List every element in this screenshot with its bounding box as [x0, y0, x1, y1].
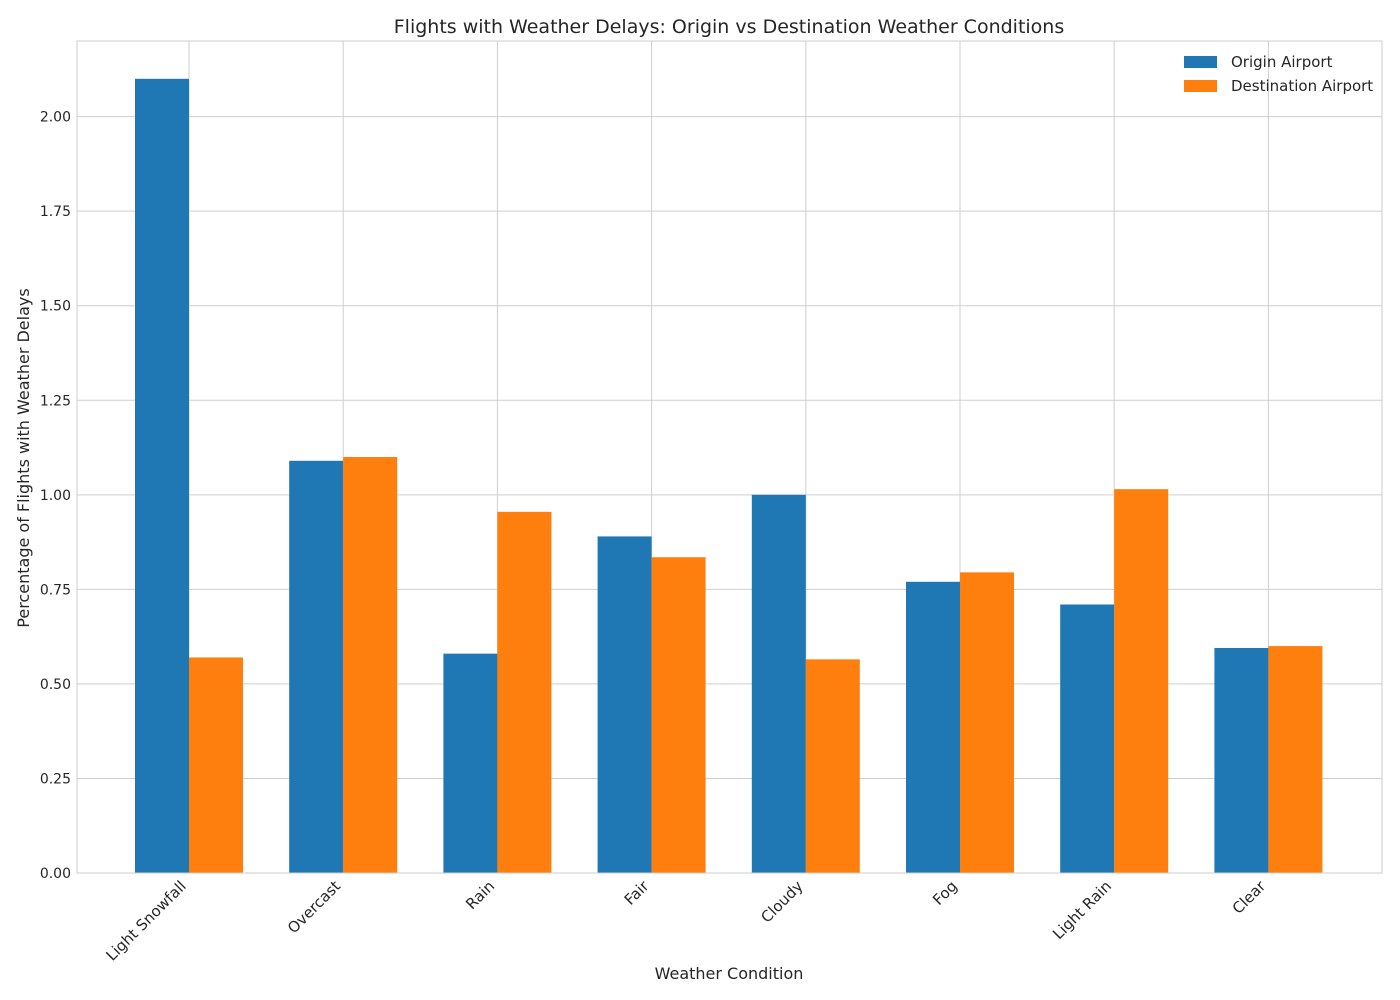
- bars: [135, 78, 1323, 874]
- y-tick-label: 0.75: [40, 582, 71, 598]
- bar-origin-6: [1060, 604, 1115, 873]
- bar-origin-1: [289, 460, 344, 873]
- bar-destination-2: [497, 511, 552, 873]
- bar-origin-2: [443, 653, 498, 873]
- legend-swatch-destination: [1184, 80, 1217, 92]
- legend-label-origin: Origin Airport: [1231, 53, 1333, 71]
- y-tick-label: 0.00: [40, 866, 71, 882]
- bar-destination-3: [651, 557, 706, 873]
- y-tick-label: 1.00: [40, 488, 71, 504]
- y-tick-label: 0.25: [40, 771, 71, 787]
- bar-origin-0: [135, 78, 189, 874]
- bar-origin-3: [597, 536, 652, 873]
- bar-origin-4: [751, 494, 806, 873]
- y-tick-label: 1.25: [40, 393, 71, 409]
- y-tick-label: 2.00: [40, 110, 71, 126]
- y-tick-label: 1.75: [40, 204, 71, 220]
- plot-frame: [76, 40, 1383, 874]
- legend-label-destination: Destination Airport: [1231, 77, 1373, 95]
- legend-swatch-origin: [1184, 56, 1217, 68]
- bar-destination-7: [1268, 646, 1323, 873]
- bar-destination-5: [960, 572, 1014, 873]
- chart-title: Flights with Weather Delays: Origin vs D…: [394, 16, 1065, 38]
- bar-origin-7: [1214, 647, 1269, 873]
- bar-destination-1: [343, 457, 398, 873]
- bar-destination-4: [805, 659, 860, 873]
- legend: Origin Airport Destination Airport: [1184, 53, 1373, 95]
- bar-origin-5: [906, 581, 960, 873]
- bar-destination-0: [189, 657, 243, 873]
- y-axis-label: Percentage of Flights with Weather Delay…: [14, 288, 33, 627]
- y-tick-label: 1.50: [40, 299, 71, 315]
- bar-destination-6: [1114, 489, 1169, 873]
- x-axis-label: Weather Condition: [655, 964, 804, 983]
- y-tick-label: 0.50: [40, 677, 71, 693]
